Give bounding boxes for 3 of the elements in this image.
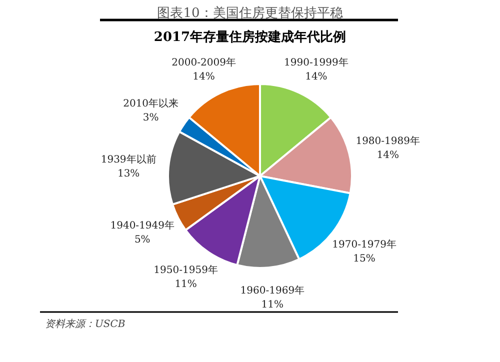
annotation: 资料来源：USCB bbox=[45, 319, 126, 330]
title: 图表10：美国住房更替保持平稳 bbox=[157, 6, 343, 21]
subtitle: 2017年存量住房按建成年代比例 bbox=[154, 30, 346, 45]
